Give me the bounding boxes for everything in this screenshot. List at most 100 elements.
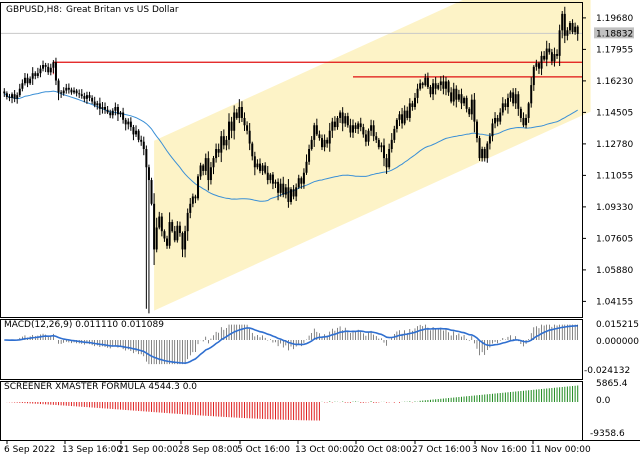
candle — [78, 89, 81, 98]
candle — [558, 24, 561, 66]
candle — [375, 132, 378, 144]
candle-body — [527, 103, 530, 118]
candle-body — [419, 83, 422, 89]
candle-body — [124, 119, 127, 125]
candle-body — [235, 112, 238, 118]
candle-body — [401, 114, 404, 124]
candle-body — [465, 97, 468, 109]
candle-body — [60, 92, 63, 94]
candle — [44, 62, 47, 73]
candle-body — [166, 238, 169, 246]
candle — [411, 100, 414, 111]
candle — [295, 183, 298, 202]
candle-body — [248, 130, 251, 144]
candle-body — [11, 94, 14, 98]
candle-body — [318, 134, 321, 139]
candle — [566, 27, 569, 41]
candle-body — [194, 196, 197, 199]
candle-body — [426, 77, 429, 87]
candle — [362, 123, 365, 138]
candle — [259, 158, 262, 174]
candle-body — [310, 139, 313, 149]
candle — [73, 87, 76, 95]
candle — [202, 163, 205, 176]
candle — [155, 217, 158, 253]
candle — [488, 133, 491, 150]
candle — [261, 162, 264, 175]
candle — [470, 94, 473, 120]
candle-body — [230, 121, 233, 131]
candle — [191, 193, 194, 208]
candle-body — [287, 187, 290, 202]
candle-body — [135, 130, 138, 135]
candle-body — [385, 158, 388, 168]
candle-body — [85, 95, 88, 99]
candle-body — [145, 149, 148, 168]
candle-body — [111, 110, 114, 116]
candle — [122, 107, 125, 124]
candle-body — [300, 178, 303, 184]
pane-frame — [0, 319, 583, 380]
candle — [388, 143, 391, 170]
candle — [233, 105, 236, 140]
candle-body — [88, 95, 91, 98]
candle — [264, 162, 267, 175]
candle — [284, 184, 287, 199]
candle — [225, 135, 228, 151]
candle-body — [478, 138, 481, 159]
price-tick-label: 1.17955 — [596, 45, 633, 55]
candle-body — [70, 89, 73, 93]
candle-body — [370, 125, 373, 131]
candle-body — [65, 87, 68, 91]
candle-body — [545, 48, 548, 60]
candle-body — [571, 23, 574, 33]
candle — [463, 96, 466, 107]
candle-body — [439, 81, 442, 86]
candle-body — [259, 163, 262, 171]
candle — [186, 208, 189, 241]
screener-tick-bottom: -9358.6 — [590, 429, 625, 439]
candle — [442, 75, 445, 95]
candle — [290, 187, 292, 205]
macd-tick-top: 0.015215 — [596, 320, 639, 330]
candle — [468, 107, 471, 118]
candle — [437, 82, 440, 91]
candle — [509, 90, 512, 102]
candle — [80, 89, 83, 99]
price-tick-label: 1.14505 — [596, 108, 633, 118]
candle-body — [207, 158, 210, 181]
candle — [506, 93, 509, 114]
candle-body — [486, 143, 489, 159]
symbol-description: Great Britan vs US Dollar — [66, 5, 179, 15]
screener-pane — [6, 385, 579, 421]
candle — [111, 108, 114, 119]
macd-signal-line — [4, 324, 578, 365]
price-tick-label: 1.11055 — [596, 171, 633, 181]
candle — [178, 221, 181, 237]
candle-body — [238, 107, 241, 118]
candle — [119, 110, 122, 118]
candle — [494, 112, 497, 129]
candle — [36, 67, 39, 79]
candle-body — [501, 103, 504, 113]
candle-body — [150, 180, 153, 204]
candle-body — [106, 109, 109, 113]
last-price-label: 1.18832 — [596, 29, 633, 39]
candle-body — [220, 136, 223, 153]
candle — [481, 146, 484, 162]
macd-tick-zero: 0.000000 — [596, 337, 639, 347]
candle — [142, 136, 145, 156]
time-tick-label: 13 Sep 16:00 — [62, 445, 122, 455]
candle — [204, 153, 207, 176]
candle-body — [455, 88, 458, 100]
candle — [377, 137, 380, 150]
candle-body — [277, 181, 280, 193]
candle — [137, 129, 140, 143]
candle — [88, 91, 91, 102]
macd-title: MACD(12,26,9) 0.011110 0.011089 — [4, 320, 164, 330]
candle — [168, 212, 171, 249]
price-tick-label: 1.16230 — [596, 77, 633, 87]
candle — [220, 130, 223, 163]
candle-body — [96, 103, 99, 106]
candle — [11, 92, 14, 104]
